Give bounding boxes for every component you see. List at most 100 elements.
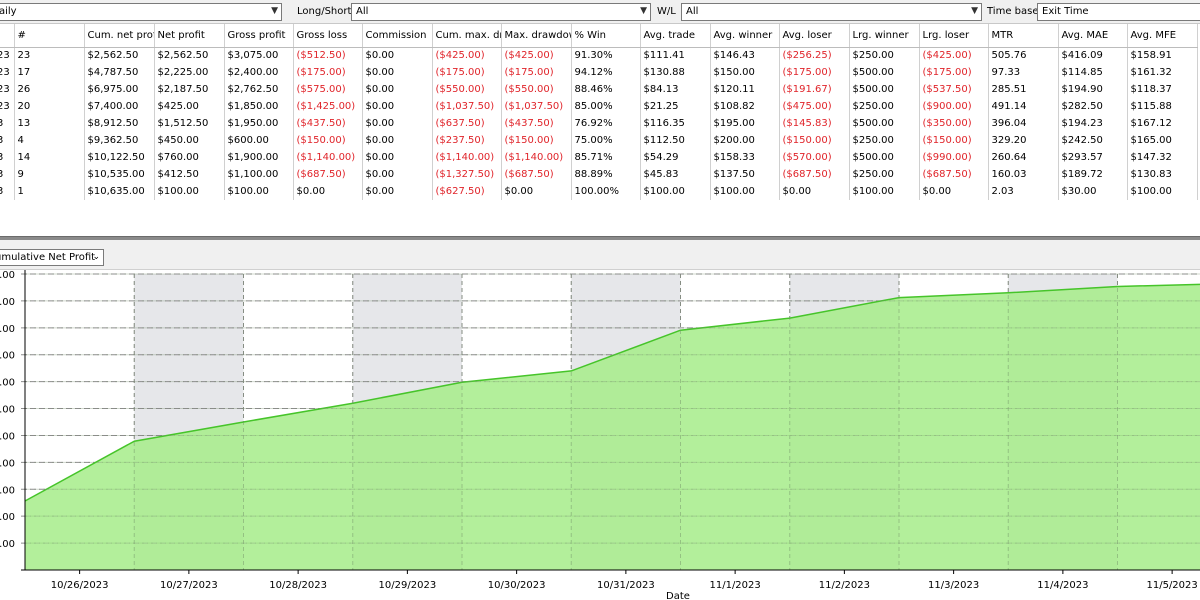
table-cell: $100.00 <box>640 183 711 200</box>
table-cell: ($512.50) <box>293 47 363 64</box>
table-cell: ($550.00) <box>432 81 502 98</box>
table-cell: $115.88 <box>1127 98 1198 115</box>
table-cell: 2.03 <box>988 183 1059 200</box>
column-header[interactable]: Avg. MFE <box>1127 24 1198 48</box>
table-cell: ($1,425.00) <box>293 98 363 115</box>
table-cell: $2,187.50 <box>154 81 225 98</box>
column-header[interactable]: Avg. winner <box>710 24 780 48</box>
table-cell: $9,362.50 <box>84 132 155 149</box>
column-header[interactable]: MTR <box>988 24 1059 48</box>
table-row[interactable]: 23 20 $7,400.00 $425.00 $1,850.00 ($1,425.00)… <box>0 98 1198 115</box>
table-cell: $412.50 <box>154 166 225 183</box>
x-tick-label: 11/2/2023 <box>819 580 870 591</box>
table-cell: ($1,037.50) <box>432 98 502 115</box>
table-cell: $194.90 <box>1058 81 1128 98</box>
table-cell: $194.23 <box>1058 115 1128 132</box>
x-tick-label: 10/31/2023 <box>597 580 655 591</box>
table-cell: $1,100.00 <box>224 166 294 183</box>
table-cell: ($687.50) <box>779 166 850 183</box>
table-cell: ($687.50) <box>501 166 572 183</box>
column-header[interactable]: Gross loss <box>293 24 363 48</box>
table-cell: $100.00 <box>710 183 780 200</box>
column-header[interactable]: Avg. MAE <box>1058 24 1128 48</box>
period-select[interactable]: aily ▼ <box>0 3 282 21</box>
table-cell: 3 <box>0 183 15 200</box>
table-cell: $158.91 <box>1127 47 1198 64</box>
table-cell: $6,975.00 <box>84 81 155 98</box>
table-cell: $45.83 <box>640 166 711 183</box>
table-cell: $100.00 <box>154 183 225 200</box>
table-cell: $54.29 <box>640 149 711 166</box>
chevron-down-icon: ⌄ <box>92 252 100 262</box>
column-header[interactable]: Avg. trade <box>640 24 711 48</box>
table-cell: $2,562.50 <box>84 47 155 64</box>
x-tick-label: 11/3/2023 <box>928 580 979 591</box>
table-row[interactable]: 2323$2,562.50$2,562.50$3,075.00($512.50)… <box>0 47 1198 64</box>
column-header[interactable]: Lrg. winner <box>849 24 920 48</box>
table-cell: 3 <box>0 115 15 132</box>
table-cell: 1 <box>14 183 85 200</box>
table-row[interactable]: 23 26 $6,975.00 $2,187.50 $2,762.50 ($575.00)… <box>0 81 1198 98</box>
x-tick-label: 10/26/2023 <box>51 580 109 591</box>
column-header[interactable]: Cum. max. dra <box>432 24 502 48</box>
pane-splitter[interactable] <box>0 236 1200 240</box>
table-row[interactable]: 23 17 $4,787.50 $2,225.00 $2,400.00 ($175.00)… <box>0 64 1198 81</box>
table-cell: ($570.00) <box>779 149 850 166</box>
table-cell: $1,950.00 <box>224 115 294 132</box>
table-row[interactable]: 3 1 $10,635.00 $100.00 $100.00 $0.00 $0.00 ($62… <box>0 183 1198 200</box>
table-cell: ($425.00) <box>919 47 989 64</box>
chevron-down-icon: ▼ <box>640 6 647 16</box>
long-short-select[interactable]: All ▼ <box>351 3 651 21</box>
table-cell: $0.00 <box>501 183 572 200</box>
column-header[interactable]: Commission <box>362 24 433 48</box>
table-cell: 505.76 <box>988 47 1059 64</box>
table-cell: ($627.50) <box>432 183 502 200</box>
time-base-select[interactable]: Exit Time <box>1037 3 1200 21</box>
table-cell: $158.33 <box>710 149 780 166</box>
table-cell: ($1,140.00) <box>501 149 572 166</box>
table-cell: ($145.83) <box>779 115 850 132</box>
column-header[interactable]: # <box>14 24 85 48</box>
column-header[interactable]: Avg. loser <box>779 24 850 48</box>
table-cell: $2,225.00 <box>154 64 225 81</box>
column-header[interactable]: % Win <box>571 24 641 48</box>
table-row[interactable]: 3 9 $10,535.00 $412.50 $1,100.00 ($687.50) $0.… <box>0 166 1198 183</box>
time-base-label: Time base <box>987 6 1039 17</box>
column-header[interactable]: Cum. net prof <box>84 24 155 48</box>
table-cell: $200.00 <box>710 132 780 149</box>
table-cell: ($175.00) <box>293 64 363 81</box>
table-cell: $416.09 <box>1058 47 1128 64</box>
table-cell: ($175.00) <box>919 64 989 81</box>
column-header[interactable]: Gross profit <box>224 24 294 48</box>
column-header[interactable]: Max. drawdow <box>501 24 572 48</box>
performance-table: # Cum. net prof Net profit Gross profit Gros… <box>0 24 1198 200</box>
table-cell: ($350.00) <box>919 115 989 132</box>
y-tick-label: 4,000.00 <box>0 458 15 469</box>
table-cell: $10,122.50 <box>84 149 155 166</box>
long-short-select-value: All <box>356 6 369 17</box>
table-cell: $0.00 <box>779 183 850 200</box>
table-cell: $167.12 <box>1127 115 1198 132</box>
table-cell: ($175.00) <box>432 64 502 81</box>
column-header[interactable] <box>0 24 15 48</box>
wl-select[interactable]: All ▼ <box>681 3 982 21</box>
table-cell: ($687.50) <box>919 166 989 183</box>
table-cell: 85.00% <box>571 98 641 115</box>
table-row[interactable]: 3 13 $8,912.50 $1,512.50 $1,950.00 ($437.50) $… <box>0 115 1198 132</box>
table-cell: ($1,037.50) <box>501 98 572 115</box>
y-tick-label: 3,000.00 <box>0 485 15 496</box>
table-cell: 26 <box>14 81 85 98</box>
column-header[interactable]: Net profit <box>154 24 225 48</box>
chart-type-select[interactable]: umulative Net Profit ⌄ <box>0 249 104 266</box>
chart-svg: 1,000.00 2,000.00 3,000.00 4,000.00 5,000.00… <box>0 270 1200 600</box>
column-header[interactable]: Lrg. loser <box>919 24 989 48</box>
table-cell: 4 <box>14 132 85 149</box>
table-row[interactable]: 3 14 $10,122.50 $760.00 $1,900.00 ($1,140.00)… <box>0 149 1198 166</box>
table-cell: $600.00 <box>224 132 294 149</box>
table-cell: $84.13 <box>640 81 711 98</box>
table-cell: $500.00 <box>849 64 920 81</box>
table-cell: $116.35 <box>640 115 711 132</box>
y-tick-label: 5,000.00 <box>0 431 15 442</box>
table-cell: $10,635.00 <box>84 183 155 200</box>
table-row[interactable]: 3 4 $9,362.50 $450.00 $600.00 ($150.00) $0.00(… <box>0 132 1198 149</box>
